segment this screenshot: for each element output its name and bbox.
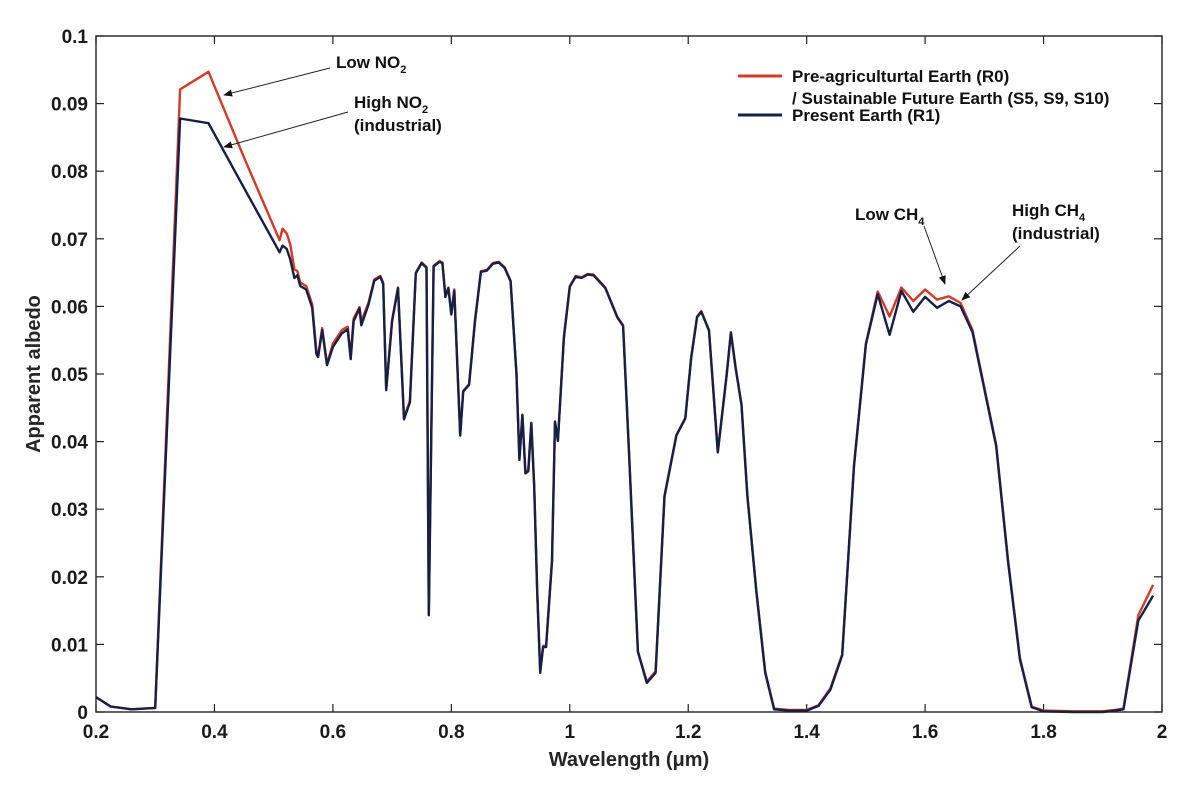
y-axis-label: Apparent albedo: [23, 295, 45, 453]
annotation-low-ch4-arrow: [923, 225, 946, 285]
x-tick-label: 0.2: [83, 722, 109, 743]
svg-text:High NO2: High NO2: [354, 93, 428, 116]
annotation-low-ch4-sub: 4: [918, 216, 925, 228]
annotation-low-no2: Low NO2: [223, 53, 406, 97]
annotation-low-ch4-text: Low CH: [855, 205, 918, 224]
svg-text:Low CH4: Low CH4: [855, 205, 925, 228]
y-tick-label: 0.08: [51, 162, 88, 183]
x-tick-label: 0.6: [320, 722, 346, 743]
x-tick-label: 1.6: [912, 722, 938, 743]
series-line-0: [95, 70, 1155, 713]
svg-text:Low NO2: Low NO2: [336, 53, 406, 76]
x-tick-label: 1.4: [793, 722, 820, 743]
x-tick-label: 0.4: [201, 722, 228, 743]
annotation-low-ch4: Low CH4: [855, 205, 946, 285]
annotation-low-no2-text: Low NO: [336, 53, 400, 72]
y-tick-label: 0.09: [51, 95, 88, 116]
y-tick-labels: 0 0.01 0.02 0.03 0.04 0.05 0.06 0.07 0.08 0.09 0.1: [51, 27, 88, 724]
legend: Pre-agriculturtal Earth (R0) / Sustainab…: [738, 67, 1109, 125]
x-axis-label: Wavelength (μm): [549, 749, 709, 771]
annotation-high-ch4-text: High CH: [1012, 201, 1079, 220]
y-tick-label: 0.05: [51, 365, 88, 386]
x-tick-label: 2: [1157, 722, 1168, 743]
annotation-high-ch4-arrow: [961, 245, 1021, 301]
legend-label-r1: Present Earth (R1): [792, 106, 940, 125]
y-tick-label: 0.02: [51, 568, 88, 589]
y-tick-label: 0.04: [51, 433, 88, 454]
plot-frame: [95, 35, 1163, 713]
x-tick-label: 0.8: [438, 722, 464, 743]
series-line-1: [95, 117, 1155, 714]
annotation-high-no2: High NO2 (industrial): [223, 93, 442, 149]
annotation-high-no2-arrow: [223, 111, 349, 149]
annotation-high-ch4-line2: (industrial): [1012, 224, 1100, 243]
annotation-high-ch4: High CH4 (industrial): [961, 201, 1100, 301]
annotation-high-no2-text: High NO: [354, 93, 422, 112]
y-tick-label: 0.07: [51, 230, 88, 251]
annotation-high-ch4-sub: 4: [1079, 212, 1086, 224]
series-layer: [95, 70, 1155, 714]
y-tick-label: 0.06: [51, 297, 88, 318]
x-tick-labels: 0.2 0.4 0.6 0.8 1 1.2 1.4 1.6 1.8 2: [83, 722, 1168, 743]
x-tick-label: 1.2: [675, 722, 701, 743]
y-tick-label: 0.1: [62, 27, 89, 48]
legend-label-r0-line2: / Sustainable Future Earth (S5, S9, S10): [792, 89, 1109, 108]
y-tick-label: 0: [77, 703, 88, 724]
y-tick-label: 0.03: [51, 500, 88, 521]
x-tick-label: 1.8: [1030, 722, 1056, 743]
annotation-high-no2-sub: 2: [422, 104, 428, 116]
x-tick-label: 1: [564, 722, 575, 743]
annotation-high-no2-line2: (industrial): [354, 116, 442, 135]
annotation-low-no2-arrow: [223, 67, 331, 97]
legend-label-r0: Pre-agriculturtal Earth (R0): [792, 67, 1009, 86]
svg-text:High CH4: High CH4: [1012, 201, 1086, 224]
y-tick-label: 0.01: [51, 635, 88, 656]
axis-ticks: [95, 35, 1163, 713]
annotation-low-no2-sub: 2: [400, 64, 406, 76]
